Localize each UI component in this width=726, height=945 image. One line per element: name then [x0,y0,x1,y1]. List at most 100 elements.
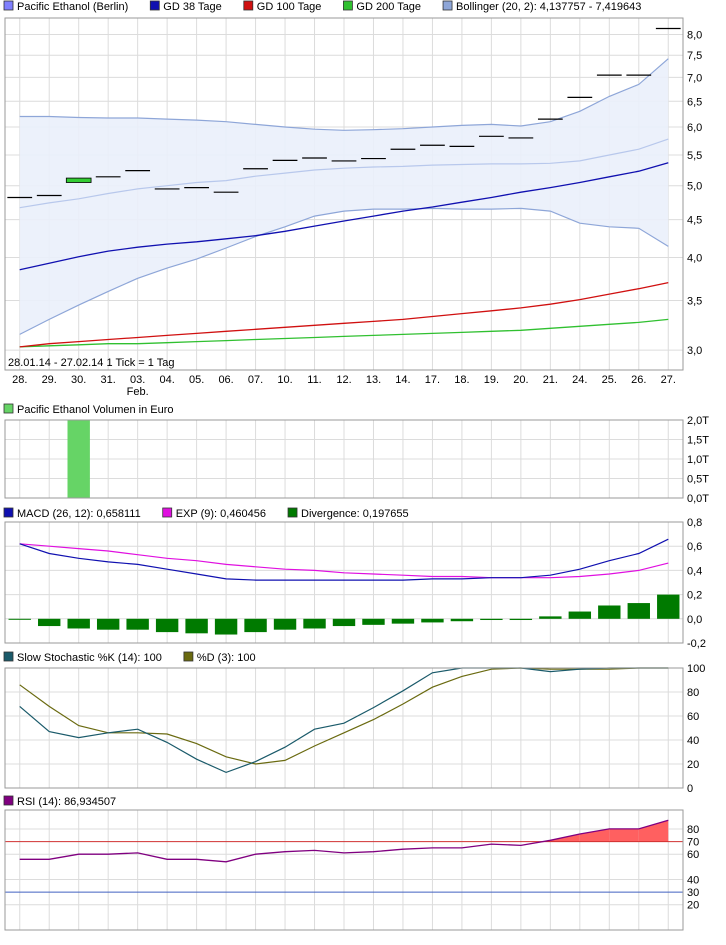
stoch-d-line [19,667,669,765]
x-tick-label: 05. [189,374,204,386]
macd-legend-label: EXP (9): 0,460456 [176,508,266,520]
volume-ytick-label: 0,5T [687,474,709,486]
x-tick-label: 29. [42,374,57,386]
volume-border [4,419,684,499]
ma100-line [19,281,669,348]
rsi-ytick-label: 60 [687,849,699,861]
macd-legend-swatch [162,507,173,518]
volume-bar [67,420,90,498]
divergence-bar [38,618,61,627]
price-ytick-label: 3,0 [687,345,702,357]
stoch-ytick-label: 20 [687,759,699,771]
divergence-bar [155,618,179,633]
volume-ytick-label: 2,0T [687,415,709,427]
divergence-bar [568,611,592,619]
x-tick-label: 03. [130,374,145,386]
price-legend-swatch [243,0,254,11]
x-tick-label: 25. [602,374,617,386]
macd-ytick-label: 0,8 [687,517,702,529]
macd-legend-swatch [3,507,14,518]
divergence-bar [303,618,326,629]
x-tick-label: 27. [661,374,676,386]
divergence-bar [362,618,385,625]
divergence-bar [214,618,238,635]
price-ytick-label: 6,5 [687,96,702,108]
divergence-bar [332,618,356,627]
macd-ytick-label: 0,2 [687,590,702,602]
x-tick-label: 18. [454,374,469,386]
macd-legend-label: MACD (26, 12): 0,658111 [17,508,141,520]
x-tick-label: 04. [159,374,174,386]
price-border [4,17,684,371]
divergence-bar [96,618,120,630]
rsi-ytick-label: 40 [687,874,699,886]
rsi-reference-label: 70 [687,837,699,849]
price-ytick-label: 7,5 [687,50,702,62]
rsi-reference-label: 30 [687,887,699,899]
x-tick-label: 19. [484,374,499,386]
stoch-ytick-label: 80 [687,687,699,699]
stoch-legend-swatch [183,651,194,662]
x-tick-label: 21. [543,374,558,386]
price-ytick-label: 4,5 [687,215,702,227]
price-legend-swatch [343,0,353,11]
stoch-ytick-label: 60 [687,711,699,723]
divergence-bar [657,594,680,619]
volume-ytick-label: 0,0T [687,493,709,505]
price-legend-swatch [442,0,453,11]
x-tick-label: 12. [336,374,351,386]
divergence-bar [539,616,562,619]
price-ytick-label: 5,0 [687,181,702,193]
stoch-border [4,667,684,789]
x-tick-label: 30. [71,374,86,386]
x-tick-label: 14. [395,374,410,386]
price-legend-label: Pacific Ethanol (Berlin) [17,1,128,13]
macd-legend-label: Divergence: 0,197655 [301,508,409,520]
price-ytick-label: 7,0 [687,72,702,84]
price-legend-label: GD 38 Tage [163,1,222,13]
stoch-legend-swatch [3,651,14,662]
divergence-bar [244,618,267,633]
divergence-bar [421,618,444,623]
divergence-bar [598,605,621,619]
stoch-legend-label: %D (3): 100 [197,652,256,664]
price-legend-swatch [149,0,160,11]
price-legend-label: GD 200 Tage [356,1,421,13]
x-tick-label: 26. [631,374,646,386]
stoch-ytick-label: 40 [687,735,699,747]
stoch-ytick-label: 100 [687,663,705,675]
rsi-ytick-label: 80 [687,824,699,836]
price-ytick-label: 3,5 [687,295,702,307]
price-legend-label: Bollinger (20, 2): 4,137757 - 7,419643 [456,1,641,13]
divergence-bar [273,618,297,630]
macd-legend-swatch [287,507,298,518]
divergence-bar [185,618,208,634]
rsi-ytick-label: 20 [687,900,699,912]
macd-border [4,521,684,644]
x-tick-label: 11. [307,374,321,386]
price-ytick-label: 6,0 [687,122,702,134]
x-tick-label: 31. [101,374,116,386]
rsi-overbought-area [609,828,639,842]
price-legend-label: GD 100 Tage [257,1,322,13]
date-range-note: 28.01.14 - 27.02.14 1 Tick = 1 Tag [8,357,174,369]
price-ytick-label: 8,0 [687,29,702,41]
divergence-bar [8,618,31,620]
macd-line [19,538,669,581]
macd-ytick-label: -0,2 [687,638,706,650]
x-tick-label: 06. [218,374,233,386]
divergence-bar [67,618,90,629]
rsi-overbought-area [638,820,669,842]
volume-legend-swatch [3,403,14,414]
bollinger-upper-line [19,58,669,131]
x-tick-label: 24. [572,374,587,386]
rsi-border [4,809,684,931]
rsi-line [19,819,669,863]
price-candle [65,177,92,183]
x-tick-label: 20. [513,374,528,386]
bollinger-band-area [19,58,669,335]
volume-ytick-label: 1,0T [687,454,709,466]
macd-ytick-label: 0,6 [687,541,702,553]
volume-legend-label: Pacific Ethanol Volumen in Euro [17,404,174,416]
